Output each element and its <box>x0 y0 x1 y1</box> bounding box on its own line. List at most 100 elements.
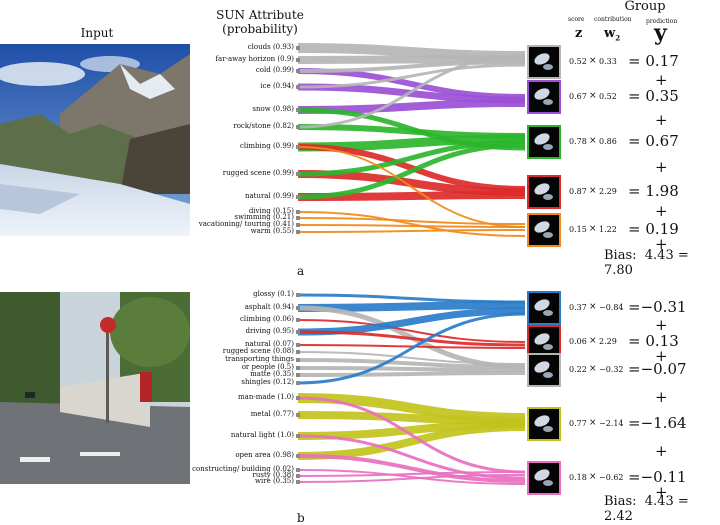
attribute-anchor <box>296 318 300 322</box>
attribute-label: vacationing/ touring (0.41) <box>198 220 294 228</box>
attribute-label: wire (0.35) <box>255 477 294 485</box>
attribute-flow-ribbon <box>297 423 526 460</box>
group-contribution: 0.33 <box>599 57 617 66</box>
attribute-label: asphalt (0.94) <box>244 303 294 311</box>
attribute-flow-ribbon <box>297 471 526 477</box>
group-score: 0.18 <box>569 473 587 482</box>
attribute-anchor <box>296 350 300 354</box>
attribute-anchor <box>296 216 300 220</box>
attribute-anchor <box>296 58 300 62</box>
attribute-label: constructing/ building (0.02) <box>192 465 294 473</box>
input-photo-street <box>0 292 190 484</box>
times-sign: × <box>589 186 597 196</box>
attribute-flow-ribbon <box>297 170 526 196</box>
group-thumbnail <box>527 125 561 159</box>
group-score: 0.78 <box>569 137 587 146</box>
group-contribution: −0.84 <box>599 303 624 312</box>
attribute-flow-ribbon <box>297 139 526 177</box>
group-thumbnail <box>527 291 561 325</box>
group-prediction: = 0.35 <box>628 87 679 105</box>
attribute-label: natural light (1.0) <box>230 431 294 439</box>
attribute-label: rugged scene (0.99) <box>222 169 294 177</box>
bias-label-b: Bias: <box>604 494 637 509</box>
plus-sign: + <box>655 202 668 220</box>
plus-sign: + <box>655 388 668 406</box>
attribute-label: rock/stone (0.82) <box>233 122 294 130</box>
attribute-flow-ribbon <box>297 142 526 200</box>
group-score: 0.67 <box>569 92 587 101</box>
attribute-flow-ribbon <box>297 224 526 228</box>
sun-attribute-header: SUN Attribute (probability) <box>205 8 315 36</box>
attribute-anchor <box>296 366 300 370</box>
attribute-label: shingles (0.12) <box>241 378 294 386</box>
attribute-label: man-made (1.0) <box>238 393 294 401</box>
attribute-flow-ribbon <box>297 371 526 377</box>
group-thumbnail <box>527 80 561 114</box>
attribute-label: natural (0.07) <box>244 340 294 348</box>
group-prediction: =−0.31 <box>628 298 687 316</box>
group-contribution: −0.32 <box>599 365 624 374</box>
times-sign: × <box>589 302 597 312</box>
group-score: 0.87 <box>569 187 587 196</box>
attribute-anchor <box>296 293 300 297</box>
times-sign: × <box>589 364 597 374</box>
attribute-flow-ribbon <box>297 396 526 474</box>
attribute-label: cold (0.99) <box>255 66 294 74</box>
group-contribution: 0.86 <box>599 137 617 146</box>
group-header: Group <box>624 0 666 14</box>
plus-sign: + <box>655 316 668 334</box>
attribute-anchor <box>296 195 300 199</box>
attribute-label: climbing (0.99) <box>239 142 294 150</box>
attribute-flow-ribbon <box>297 293 526 304</box>
attribute-flow-ribbon <box>297 146 526 228</box>
group-contribution: 1.22 <box>599 225 617 234</box>
attribute-flow-ribbon <box>297 330 526 347</box>
attribute-label: or people (0.5) <box>241 363 294 371</box>
attribute-label: rusty (0.38) <box>252 471 295 479</box>
attribute-anchor <box>296 381 300 385</box>
plus-sign: + <box>655 442 668 460</box>
plus-sign: + <box>655 235 668 253</box>
plus-sign: + <box>655 347 668 365</box>
attribute-flow-ribbon <box>297 319 526 343</box>
group-contribution: 2.29 <box>599 337 617 346</box>
bias-row-b: Bias: 4.43 = 2.42 <box>604 494 720 524</box>
attribute-anchor <box>296 373 300 377</box>
sun-attribute-title: SUN Attribute <box>216 8 304 22</box>
attribute-anchor <box>296 85 300 89</box>
attribute-anchor <box>296 474 300 478</box>
attribute-label: far-away horizon (0.9) <box>215 55 294 63</box>
attribute-label: rugged scene (0.08) <box>222 347 294 355</box>
attribute-flow-ribbon <box>297 454 526 483</box>
plus-sign: + <box>655 71 668 89</box>
attribute-flow-ribbon <box>297 43 526 61</box>
prediction-header: prediction <box>646 18 678 25</box>
attribute-label: snow (0.98) <box>252 105 294 113</box>
input-photo-mountain <box>0 44 190 236</box>
attribute-anchor <box>296 330 300 334</box>
attribute-flow-ribbon <box>297 469 526 485</box>
attribute-anchor <box>296 46 300 50</box>
attribute-anchor <box>296 396 300 400</box>
attribute-anchor <box>296 434 300 438</box>
attribute-anchor <box>296 343 300 347</box>
group-score: 0.52 <box>569 57 587 66</box>
attribute-flow-ribbon <box>297 63 526 89</box>
group-prediction: = 0.67 <box>628 132 679 150</box>
attribute-flow-ribbon <box>297 312 526 385</box>
bias-row-a: Bias: 4.43 = 7.80 <box>604 248 720 278</box>
attribute-flow-ribbon <box>297 301 526 312</box>
attribute-flow-ribbon <box>297 351 526 365</box>
attribute-anchor <box>296 223 300 227</box>
attribute-flow-ribbon <box>297 344 526 349</box>
attribute-flow-ribbon <box>297 366 526 372</box>
group-thumbnail <box>527 175 561 209</box>
attribute-label: natural (0.99) <box>244 192 294 200</box>
group-prediction: =−1.64 <box>628 414 687 432</box>
panel-label-b: b <box>297 511 305 525</box>
group-contribution: −0.62 <box>599 473 624 482</box>
times-sign: × <box>589 91 597 101</box>
attribute-flow-ribbon <box>297 434 526 480</box>
plus-sign: + <box>655 483 668 501</box>
